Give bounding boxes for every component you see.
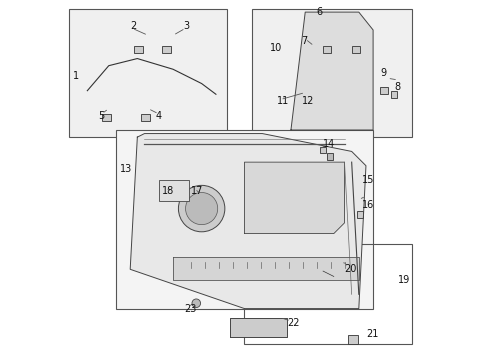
Bar: [347, 336, 357, 344]
Polygon shape: [230, 318, 287, 337]
Text: 8: 8: [394, 82, 400, 92]
Text: 18: 18: [162, 186, 174, 196]
Bar: [134, 46, 142, 53]
Text: 15: 15: [362, 175, 374, 185]
Circle shape: [178, 185, 224, 232]
Text: 3: 3: [183, 21, 189, 31]
Text: 7: 7: [301, 36, 307, 46]
Text: 5: 5: [98, 111, 104, 121]
Bar: [351, 46, 359, 53]
Text: 13: 13: [119, 164, 131, 174]
Bar: [162, 46, 171, 53]
Polygon shape: [173, 257, 358, 280]
Text: 11: 11: [276, 96, 288, 107]
Bar: [323, 46, 330, 53]
Bar: [356, 211, 363, 217]
Text: 23: 23: [183, 303, 196, 314]
Text: 21: 21: [365, 329, 378, 339]
Text: 16: 16: [362, 200, 374, 210]
Text: 4: 4: [155, 111, 161, 121]
Bar: [102, 114, 110, 121]
Text: 17: 17: [190, 186, 203, 196]
Polygon shape: [290, 12, 372, 130]
FancyBboxPatch shape: [69, 9, 226, 137]
Polygon shape: [244, 162, 344, 234]
Text: 2: 2: [130, 21, 136, 31]
Text: 12: 12: [301, 96, 313, 107]
Text: 6: 6: [315, 7, 322, 17]
Bar: [319, 147, 325, 153]
Text: 20: 20: [344, 264, 356, 274]
Text: 1: 1: [73, 71, 79, 81]
Text: 22: 22: [287, 318, 299, 328]
Text: 9: 9: [380, 68, 386, 78]
Bar: [390, 91, 397, 98]
Bar: [380, 87, 387, 94]
Text: 10: 10: [269, 43, 281, 53]
FancyBboxPatch shape: [251, 9, 411, 137]
Text: 19: 19: [397, 275, 409, 285]
Bar: [159, 180, 189, 202]
Bar: [141, 114, 149, 121]
FancyBboxPatch shape: [116, 130, 372, 309]
Bar: [326, 153, 332, 159]
Circle shape: [192, 299, 200, 307]
Circle shape: [185, 193, 217, 225]
Text: 14: 14: [323, 139, 335, 149]
Polygon shape: [130, 134, 365, 309]
